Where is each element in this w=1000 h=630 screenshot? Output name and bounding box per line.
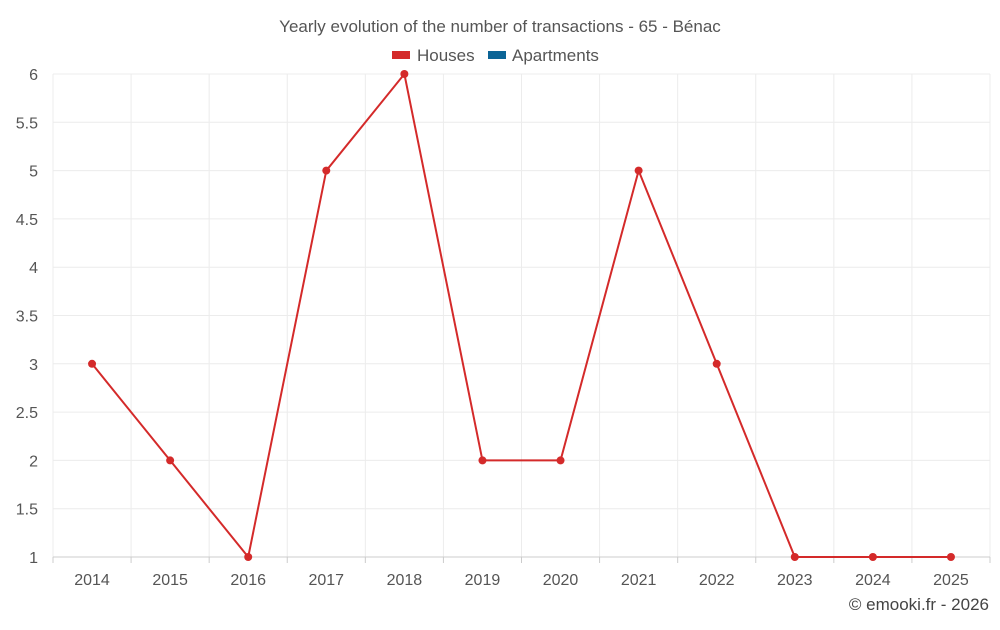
y-tick-label: 2.5 xyxy=(16,405,38,422)
data-point-houses[interactable] xyxy=(400,70,409,78)
data-point-houses[interactable] xyxy=(712,359,721,368)
y-axis: 1 1.5 2 2.5 3 3.5 4 4.5 5 5.5 6 xyxy=(16,67,38,567)
x-tick-label: 2022 xyxy=(699,572,735,589)
legend: Houses Apartments xyxy=(392,46,599,65)
data-point-houses[interactable] xyxy=(634,166,643,175)
y-tick-label: 4.5 xyxy=(16,212,38,229)
x-axis: 2014 2015 2016 2017 2018 2019 2020 2021 2022 2023… xyxy=(52,556,991,589)
y-tick-label: 3.5 xyxy=(16,309,38,326)
legend-label-houses: Houses xyxy=(417,46,475,65)
legend-item-apartments[interactable]: Apartments xyxy=(488,46,599,65)
x-tick-label: 2017 xyxy=(308,572,344,589)
y-tick-label: 1 xyxy=(29,550,38,567)
series-houses xyxy=(88,70,955,561)
x-tick-label: 2025 xyxy=(933,572,969,589)
x-tick-label: 2024 xyxy=(855,572,891,589)
y-tick-label: 1.5 xyxy=(16,502,38,519)
x-tick-label: 2019 xyxy=(465,572,501,589)
x-tick-label: 2018 xyxy=(387,572,423,589)
data-point-houses[interactable] xyxy=(244,553,253,561)
y-tick-label: 3 xyxy=(29,357,38,374)
legend-swatch-apartments xyxy=(488,51,506,59)
x-tick-label: 2016 xyxy=(230,572,266,589)
data-point-houses[interactable] xyxy=(322,166,331,175)
y-tick-label: 5 xyxy=(29,164,38,181)
series-line-houses xyxy=(91,71,951,560)
x-tick-label: 2021 xyxy=(621,572,657,589)
legend-item-houses[interactable]: Houses xyxy=(392,46,475,65)
data-point-houses[interactable] xyxy=(166,456,175,465)
data-point-houses[interactable] xyxy=(790,553,799,561)
x-tick-label: 2015 xyxy=(152,572,188,589)
gridlines xyxy=(52,73,991,557)
data-point-houses[interactable] xyxy=(88,359,97,368)
chart-title: Yearly evolution of the number of transa… xyxy=(279,17,721,36)
legend-swatch-houses xyxy=(392,51,410,59)
x-tick-label: 2020 xyxy=(543,572,579,589)
y-tick-label: 4 xyxy=(29,260,38,277)
data-point-houses[interactable] xyxy=(868,553,877,561)
x-tick-label: 2014 xyxy=(74,572,110,589)
credit-text: © emooki.fr - 2026 xyxy=(849,595,989,614)
data-point-houses[interactable] xyxy=(946,553,955,561)
x-tick-label: 2023 xyxy=(777,572,813,589)
y-tick-label: 2 xyxy=(29,453,38,470)
data-point-houses[interactable] xyxy=(478,456,487,465)
y-tick-label: 5.5 xyxy=(16,115,38,132)
legend-label-apartments: Apartments xyxy=(512,46,599,65)
y-tick-label: 6 xyxy=(29,67,38,84)
data-point-houses[interactable] xyxy=(556,456,565,465)
